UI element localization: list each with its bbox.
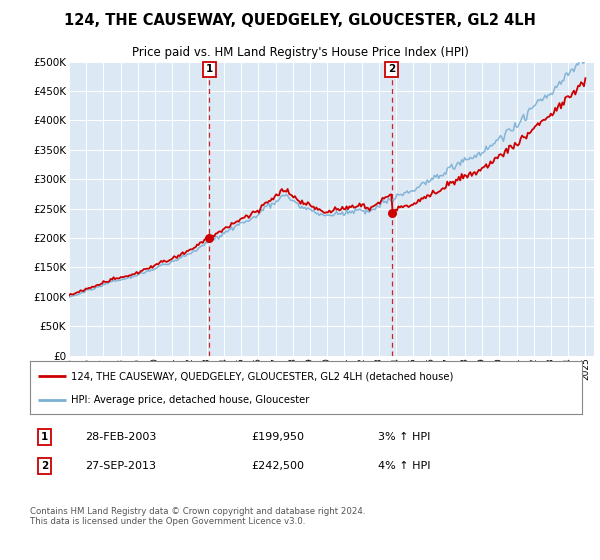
Text: 124, THE CAUSEWAY, QUEDGELEY, GLOUCESTER, GL2 4LH (detached house): 124, THE CAUSEWAY, QUEDGELEY, GLOUCESTER… [71, 371, 454, 381]
Text: 28-FEB-2003: 28-FEB-2003 [85, 432, 157, 442]
Text: 27-SEP-2013: 27-SEP-2013 [85, 461, 156, 471]
Text: £242,500: £242,500 [251, 461, 304, 471]
Text: Price paid vs. HM Land Registry's House Price Index (HPI): Price paid vs. HM Land Registry's House … [131, 46, 469, 59]
Text: 1: 1 [206, 64, 213, 74]
Text: 2: 2 [388, 64, 395, 74]
Text: 3% ↑ HPI: 3% ↑ HPI [378, 432, 430, 442]
Text: 1: 1 [41, 432, 48, 442]
Text: Contains HM Land Registry data © Crown copyright and database right 2024.
This d: Contains HM Land Registry data © Crown c… [30, 507, 365, 526]
Text: 4% ↑ HPI: 4% ↑ HPI [378, 461, 430, 471]
Text: 124, THE CAUSEWAY, QUEDGELEY, GLOUCESTER, GL2 4LH: 124, THE CAUSEWAY, QUEDGELEY, GLOUCESTER… [64, 13, 536, 28]
Text: £199,950: £199,950 [251, 432, 304, 442]
Text: HPI: Average price, detached house, Gloucester: HPI: Average price, detached house, Glou… [71, 394, 310, 404]
Text: 2: 2 [41, 461, 48, 471]
